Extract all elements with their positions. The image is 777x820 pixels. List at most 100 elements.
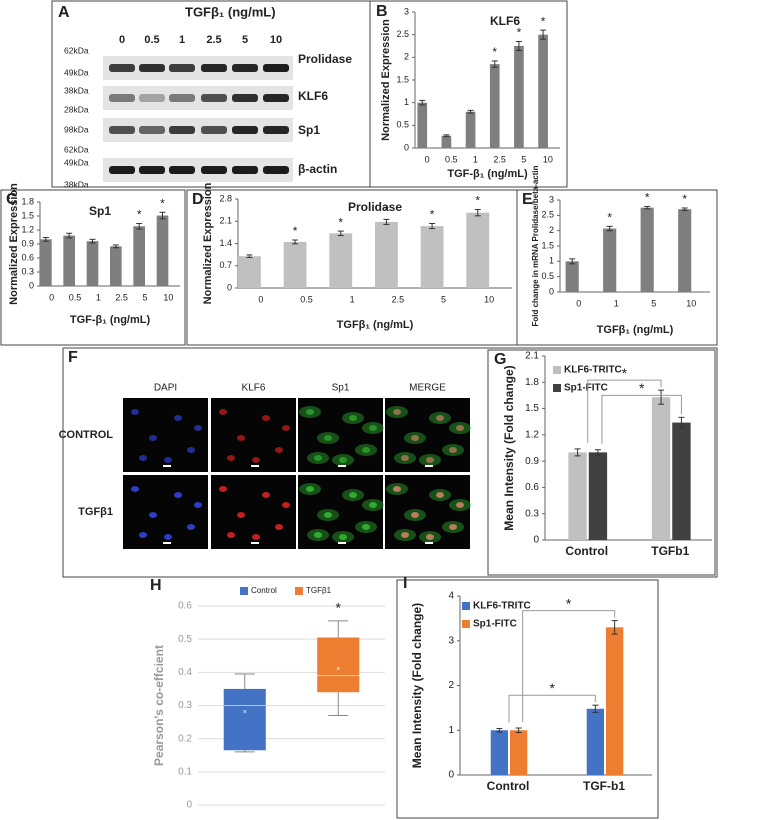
x-axis-label: TGF-β₁ (ng/mL) (447, 168, 528, 180)
nucleus (456, 425, 464, 431)
nucleus (149, 435, 157, 441)
legend-swatch (553, 366, 561, 374)
blot-band (139, 166, 165, 174)
chart-title: Sp1 (89, 204, 111, 218)
nucleus (436, 415, 444, 421)
y-tick-label: 0.1 (178, 766, 192, 777)
significance-mark: * (336, 600, 342, 616)
bar (490, 730, 508, 775)
y-tick-label: 2.5 (396, 29, 409, 39)
y-tick-label: 1.8 (525, 377, 539, 388)
nucleus (164, 534, 172, 540)
x-tick-label: TGF-b1 (583, 779, 625, 793)
blot-band (263, 94, 289, 102)
bar (110, 246, 122, 286)
panel-frame (369, 0, 568, 188)
bar (640, 207, 654, 292)
nucleus (349, 415, 357, 421)
x-tick-label: 5 (441, 294, 446, 304)
panel-letter: B (376, 3, 388, 20)
bar (510, 730, 528, 775)
chart-title: KLF6 (490, 14, 520, 28)
bar (651, 397, 671, 540)
blot-title: TGFβ₁ (ng/mL) (185, 4, 276, 19)
legend-label: Sp1-FITC (473, 619, 517, 630)
x-tick-label: 1 (350, 294, 355, 304)
marker-label: 28kDa (64, 104, 89, 114)
marker-label: 38kDa (64, 85, 89, 95)
nucleus (339, 534, 347, 540)
nucleus (262, 492, 270, 498)
row-label: TGFβ1 (78, 506, 113, 518)
significance-mark: * (549, 680, 555, 696)
nucleus (401, 455, 409, 461)
scale-bar (338, 542, 346, 544)
x-tick-label: 0.5 (445, 154, 458, 164)
nucleus (314, 455, 322, 461)
y-tick-label: 2 (448, 680, 454, 691)
nucleus (436, 492, 444, 498)
protein-label: KLF6 (298, 89, 328, 103)
chart-title: Prolidase (348, 200, 402, 214)
blot-band (232, 94, 258, 102)
y-axis-label: Normalized Expression (8, 183, 20, 305)
y-tick-label: 0 (448, 770, 454, 781)
y-tick-label: 1 (549, 256, 554, 266)
significance-mark: * (384, 204, 389, 218)
x-tick-label: 0 (49, 292, 54, 302)
nucleus (282, 502, 290, 508)
bar (489, 64, 500, 148)
panel-frame (396, 579, 659, 819)
significance-mark: * (293, 224, 298, 238)
column-label: DAPI (154, 383, 177, 394)
y-tick-label: 0.9 (525, 456, 539, 467)
y-tick-label: 3 (404, 6, 409, 16)
nucleus (187, 447, 195, 453)
nucleus (306, 486, 314, 492)
y-tick-label: 2 (404, 52, 409, 62)
y-tick-label: 0 (227, 282, 232, 292)
nucleus (262, 415, 270, 421)
panel-letter: G (494, 351, 506, 368)
y-tick-label: 0 (549, 286, 554, 296)
y-tick-label: 3 (448, 635, 454, 646)
nucleus (227, 455, 235, 461)
blot-band (201, 94, 227, 102)
nucleus (449, 447, 457, 453)
nucleus (227, 532, 235, 538)
y-tick-label: 0.7 (219, 260, 232, 270)
y-tick-label: 2.8 (219, 193, 232, 203)
nucleus (449, 524, 457, 530)
scale-bar (251, 542, 259, 544)
x-tick-label: 0 (576, 298, 581, 308)
row-label: CONTROL (59, 429, 114, 441)
y-tick-label: 0 (186, 800, 192, 811)
significance-mark: * (607, 211, 612, 225)
scale-bar (338, 465, 346, 467)
bar (538, 34, 548, 148)
protein-label: Sp1 (298, 123, 320, 137)
nucleus (164, 457, 172, 463)
y-axis-label: Normalized Expression (380, 19, 392, 141)
blot-band (139, 126, 165, 134)
mean-marker: × (243, 709, 247, 716)
y-tick-label: 0 (533, 535, 539, 546)
nucleus (324, 512, 332, 518)
bar (375, 221, 398, 288)
nucleus (393, 409, 401, 415)
nucleus (131, 409, 139, 415)
bar (238, 256, 261, 288)
panel-letter: F (68, 349, 78, 366)
scale-bar (425, 465, 433, 467)
scale-bar (163, 542, 171, 544)
nucleus (456, 502, 464, 508)
mean-marker: × (336, 666, 340, 673)
panel-letter: C (6, 191, 18, 208)
legend-label: KLF6-TRITC (564, 365, 622, 376)
significance-bracket (522, 610, 616, 723)
significance-mark: * (645, 191, 650, 205)
bar (417, 102, 428, 148)
bar (283, 241, 307, 288)
scale-bar (251, 465, 259, 467)
bar (156, 215, 169, 286)
